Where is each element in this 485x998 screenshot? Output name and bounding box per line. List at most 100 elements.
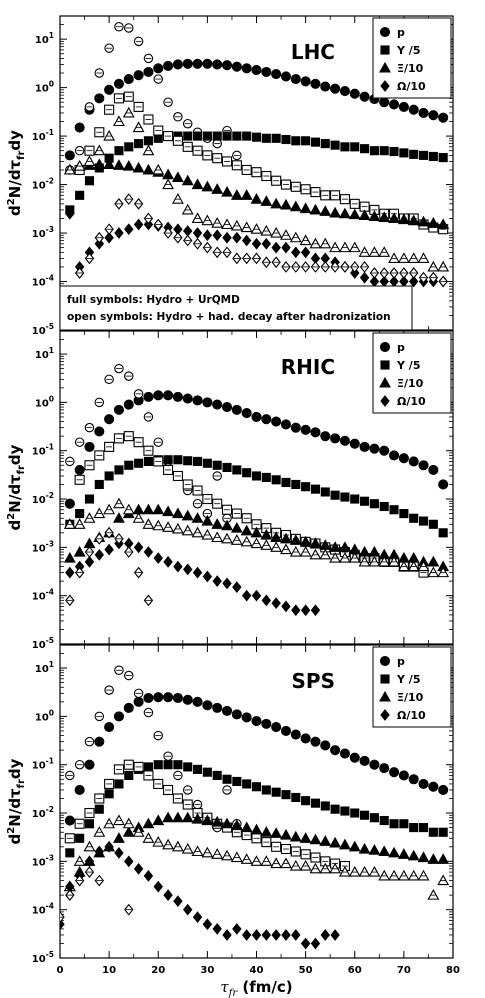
data-point: [289, 200, 302, 212]
legend-label: Y /5: [396, 359, 420, 372]
data-point: [260, 195, 273, 206]
data-point: [251, 471, 262, 481]
data-point: [388, 555, 400, 567]
data-point: [280, 419, 292, 430]
data-point: [270, 827, 283, 838]
data-point: [437, 874, 450, 886]
data-point: [114, 846, 124, 859]
data-point: [407, 869, 420, 881]
data-point: [281, 241, 291, 254]
data-point: [171, 522, 184, 534]
data-point: [143, 136, 153, 146]
data-point: [192, 58, 203, 69]
data-point: [222, 577, 232, 590]
data-point: [230, 851, 243, 863]
data-point: [388, 846, 400, 858]
data-point: [330, 83, 341, 94]
data-point: [280, 532, 292, 544]
data-point: [301, 482, 311, 492]
data-point: [299, 535, 312, 547]
data-point: [123, 399, 134, 410]
data-point: [281, 134, 291, 145]
data-point: [221, 817, 233, 829]
data-point: [329, 862, 342, 874]
data-point: [202, 131, 212, 141]
data-point: [84, 759, 95, 770]
data-point: [418, 150, 429, 160]
series-y-5-decay-: [74, 91, 449, 235]
y-tick-label: 10-3: [32, 853, 54, 868]
legend-label: Ξ/10: [397, 377, 424, 390]
series-p: [64, 390, 449, 509]
data-point: [142, 817, 155, 829]
data-point: [183, 903, 193, 916]
data-point: [73, 518, 86, 529]
data-point: [173, 455, 183, 465]
data-point: [182, 694, 193, 705]
data-point: [299, 234, 312, 246]
y-tick-label: 10-4: [32, 902, 54, 917]
legend-label: Ξ/10: [397, 691, 424, 704]
data-point: [291, 604, 301, 617]
data-point: [300, 246, 311, 259]
data-point: [369, 813, 379, 823]
data-point: [310, 78, 321, 89]
data-point: [408, 104, 419, 115]
data-point: [181, 524, 194, 536]
data-point: [339, 748, 350, 759]
data-point: [397, 252, 410, 263]
x-tick-label: 50: [299, 965, 313, 976]
data-point: [191, 212, 204, 223]
data-point: [250, 526, 263, 538]
data-point: [320, 139, 330, 149]
data-point: [201, 214, 214, 226]
data-point: [104, 722, 115, 733]
data-point: [65, 566, 75, 579]
data-point: [280, 725, 292, 736]
y-tick-label: 100: [35, 394, 54, 409]
data-point: [320, 431, 331, 442]
data-point: [221, 218, 233, 230]
data-point: [240, 821, 253, 833]
y-tick-label: 10-4: [32, 274, 54, 289]
note-line: full symbols: Hydro + UrQMD: [67, 294, 240, 306]
data-point: [330, 490, 340, 500]
data-point: [389, 505, 399, 515]
data-point: [173, 760, 183, 770]
data-point: [201, 528, 214, 540]
series--10-decay-: [63, 106, 450, 272]
data-point: [113, 512, 125, 523]
data-point: [94, 845, 105, 858]
data-point: [309, 833, 322, 845]
data-point: [358, 545, 371, 557]
data-point: [379, 815, 389, 826]
data-point: [84, 441, 95, 452]
data-point: [93, 507, 106, 519]
data-point: [173, 560, 183, 573]
data-point: [260, 855, 273, 866]
data-point: [417, 869, 430, 881]
data-point: [408, 275, 419, 288]
data-point: [309, 537, 322, 549]
data-point: [113, 814, 125, 826]
data-point: [397, 848, 410, 859]
data-point: [251, 65, 262, 76]
data-point: [320, 81, 331, 92]
data-point: [427, 566, 440, 578]
data-point: [123, 74, 134, 85]
data-point: [438, 528, 448, 538]
data-point: [427, 260, 440, 272]
data-point: [122, 160, 135, 171]
data-point: [73, 160, 86, 171]
data-point: [134, 139, 144, 149]
data-point: [230, 189, 243, 200]
data-point: [181, 174, 194, 186]
data-point: [428, 519, 438, 529]
data-point: [122, 503, 135, 515]
data-point: [261, 594, 272, 607]
data-point: [261, 929, 272, 941]
data-point: [212, 399, 223, 410]
data-point: [132, 512, 145, 523]
data-point: [261, 133, 271, 143]
data-point: [418, 778, 429, 789]
